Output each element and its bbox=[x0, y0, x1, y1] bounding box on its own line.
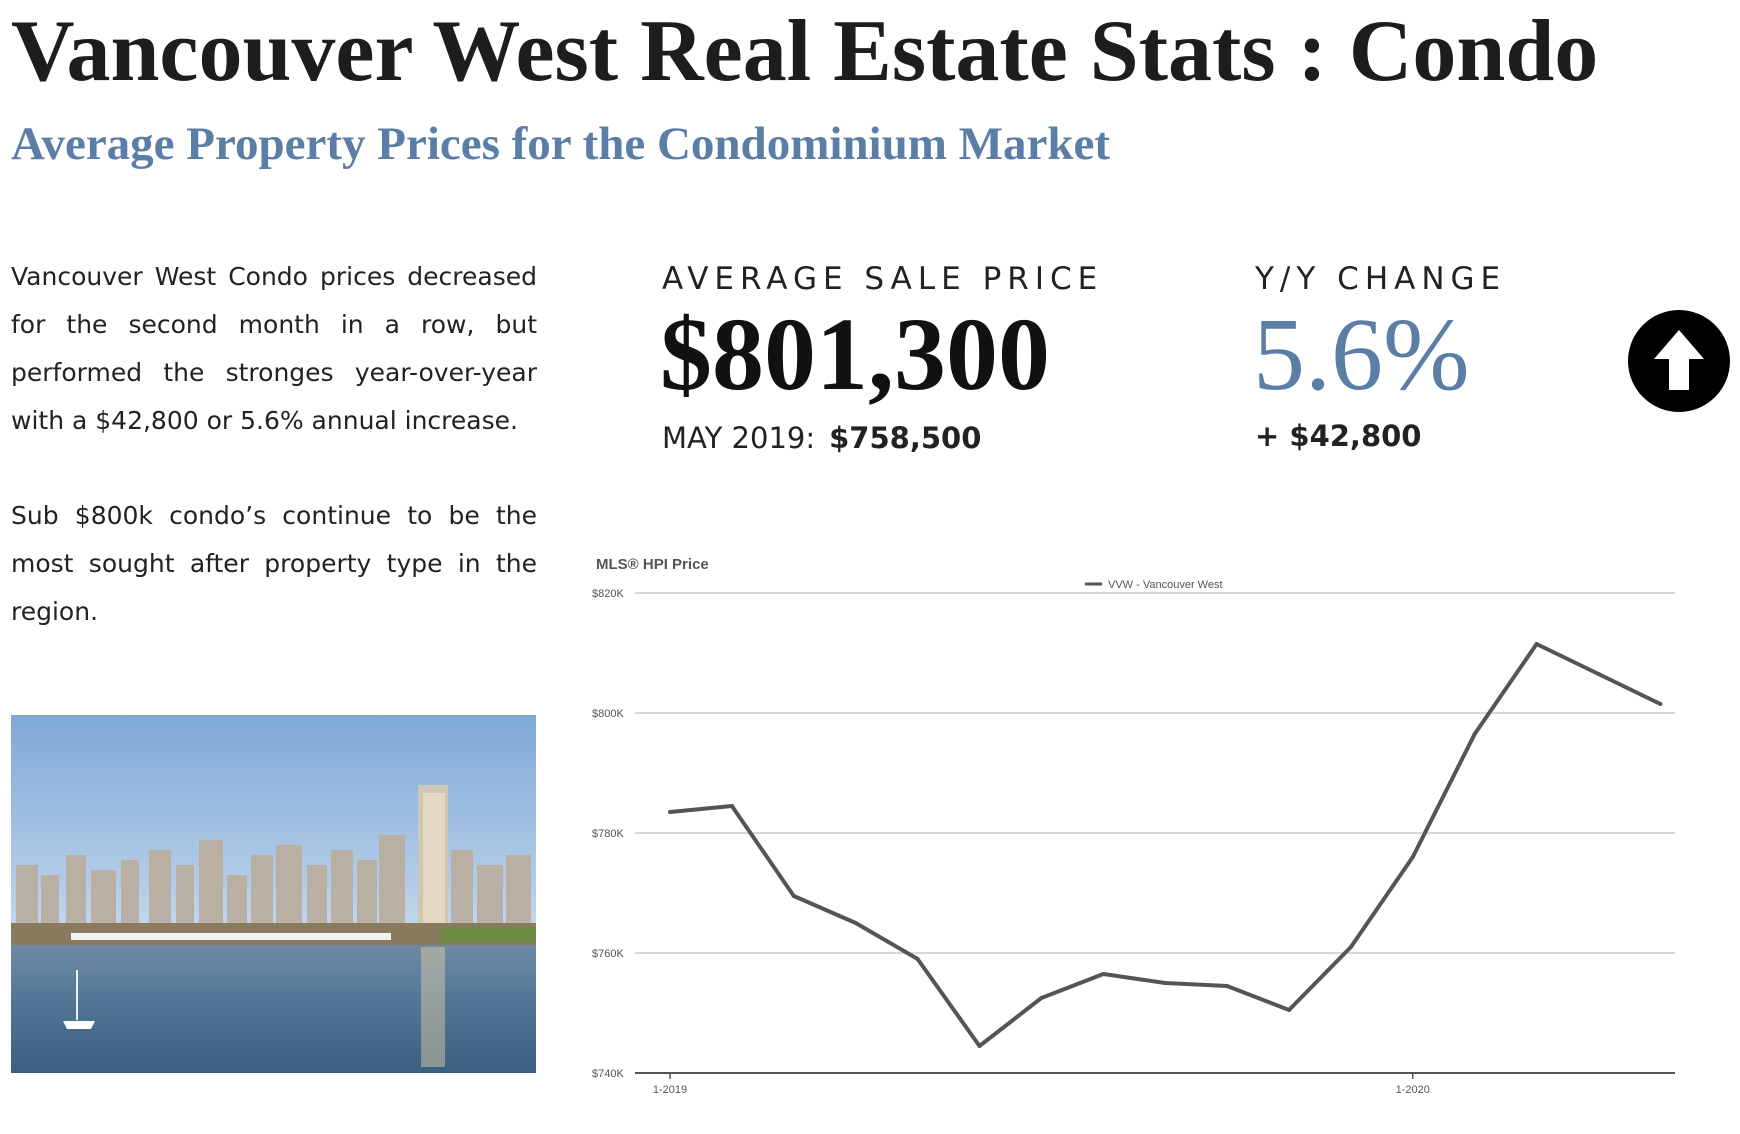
data-point bbox=[853, 921, 858, 925]
data-point bbox=[1472, 732, 1477, 736]
y-tick-label: $740K bbox=[592, 1068, 624, 1080]
data-point bbox=[1163, 981, 1168, 985]
data-point bbox=[791, 894, 796, 898]
series-line bbox=[669, 642, 1662, 1048]
yy-change-label: Y/Y CHANGE bbox=[1255, 261, 1507, 297]
previous-price-value: $758,500 bbox=[829, 421, 982, 455]
chart-legend: VVW - Vancouver West bbox=[1085, 579, 1223, 591]
y-tick-label: $780K bbox=[592, 828, 624, 840]
data-point bbox=[1287, 1008, 1291, 1012]
average-sale-price-value: $801,300 bbox=[660, 297, 1050, 412]
data-point bbox=[1410, 855, 1415, 859]
data-point bbox=[729, 804, 734, 808]
page-title: Vancouver West Real Estate Stats : Condo bbox=[11, 3, 1599, 100]
data-point bbox=[1101, 972, 1106, 976]
hpi-price-chart: MLS® HPI Price VVW - Vancouver West $740… bbox=[592, 556, 1675, 1096]
yy-change-value: 5.6% bbox=[1253, 297, 1470, 412]
data-point bbox=[1596, 672, 1601, 676]
y-tick-label: $800K bbox=[592, 708, 624, 720]
x-tick-label: 1-2020 bbox=[1396, 1084, 1430, 1096]
intro-paragraph-2: Sub $800k condo’s continue to be the mos… bbox=[11, 501, 537, 626]
intro-paragraph-1: Vancouver West Condo prices decreased fo… bbox=[11, 262, 537, 435]
arrow-up-icon bbox=[1654, 330, 1704, 390]
data-point bbox=[915, 957, 920, 961]
page-subtitle: Average Property Prices for the Condomin… bbox=[11, 118, 1111, 170]
previous-price-label: MAY 2019: bbox=[662, 421, 816, 455]
data-point bbox=[1534, 642, 1539, 646]
previous-price-line: MAY 2019: $758,500 bbox=[662, 418, 981, 458]
average-sale-price-label: AVERAGE SALE PRICE bbox=[662, 261, 1104, 297]
x-tick-label: 1-2019 bbox=[653, 1084, 687, 1096]
y-tick-label: $760K bbox=[592, 948, 624, 960]
chart-title: MLS® HPI Price bbox=[596, 556, 709, 573]
yy-change-amount: + $42,800 bbox=[1255, 419, 1422, 453]
data-point bbox=[977, 1044, 982, 1048]
data-point bbox=[1225, 984, 1230, 988]
y-tick-label: $820K bbox=[592, 588, 624, 600]
data-point bbox=[1039, 996, 1044, 1000]
data-point bbox=[668, 810, 672, 814]
vancouver-skyline-photo bbox=[11, 715, 536, 1073]
data-point bbox=[1658, 702, 1663, 706]
scroll-to-top-button[interactable] bbox=[1628, 310, 1730, 412]
legend-label: VVW - Vancouver West bbox=[1108, 579, 1223, 591]
data-point bbox=[1348, 945, 1353, 949]
